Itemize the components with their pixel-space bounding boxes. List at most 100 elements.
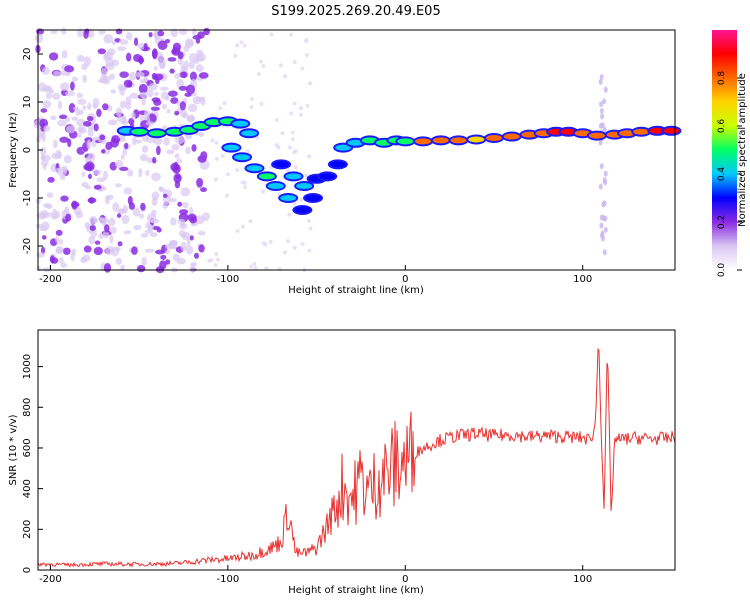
spectrogram-noise-cell	[114, 183, 122, 188]
spectrogram-noise-cell	[38, 133, 45, 139]
spectrogram-noise-cell	[86, 116, 94, 122]
spectrogram-noise-cell	[131, 136, 137, 146]
spectrogram-ridge-core	[232, 120, 249, 127]
spectrogram-noise-cell	[129, 92, 139, 99]
x-tick-label: 0	[402, 274, 408, 285]
spectrogram-noise-cell	[598, 183, 603, 190]
spectrogram-noise-cell	[87, 127, 94, 137]
spectrogram-noise-cell	[599, 101, 604, 108]
spectrogram-noise-cell	[35, 223, 43, 229]
spectrogram-noise-cell	[151, 48, 158, 59]
spectrogram-noise-cell	[178, 28, 188, 36]
spectrogram-noise-cell	[102, 170, 108, 181]
spectrogram-noise-cell	[225, 172, 230, 177]
colorbar-tick-label: 0.8	[717, 71, 727, 86]
spectrogram-noise-cell	[157, 40, 168, 51]
spectrogram-noise-cell	[87, 102, 92, 110]
spectrogram-noise-cell	[148, 32, 153, 38]
spectrogram-noise-cell	[292, 245, 297, 250]
spectrogram-noise-cell	[104, 224, 110, 233]
spectrogram-ridge-core	[319, 173, 336, 180]
spectrogram-noise-cell	[242, 180, 247, 185]
colorbar-ticks: 0.0 0.2 0.4 0.6 0.8	[717, 71, 742, 277]
spectrogram-ridge-core	[361, 137, 378, 144]
spectrogram-noise-cell	[189, 263, 196, 274]
spectrogram-noise-cell	[185, 245, 194, 255]
spectrogram-ridge-core	[450, 137, 467, 144]
spectrogram-noise-cell	[602, 249, 607, 256]
spectrogram-noise-cell	[249, 97, 254, 102]
spectrogram-noise-cell	[78, 126, 87, 134]
spectrogram-noise-cell	[172, 42, 182, 52]
spectrogram-noise-cell	[87, 197, 97, 204]
spectrogram-noise-cell	[104, 62, 115, 71]
spectrogram-noise-cell	[274, 118, 279, 123]
spectrogram-noise-cell	[53, 70, 60, 77]
snr-plot-area	[38, 330, 675, 570]
spectrogram-noise-cell	[70, 81, 75, 91]
spectrogram-ridge-core	[560, 128, 577, 135]
spectrogram-noise-cell	[140, 232, 149, 238]
spectrogram-noise-cell	[78, 109, 84, 116]
spectrogram-noise-cell	[292, 59, 297, 64]
spectrogram-noise-cell	[307, 154, 312, 159]
spectrogram-noise-cell	[102, 103, 109, 111]
spectrogram-noise-cell	[603, 179, 608, 186]
spectrogram-noise-cell	[177, 201, 183, 207]
spectrogram-ridge-core	[273, 161, 290, 168]
spectrogram-xlabel: Height of straight line (km)	[288, 285, 424, 296]
spectrogram-noise-cell	[107, 217, 116, 227]
spectrogram-noise-cell	[64, 206, 70, 215]
spectrogram-noise-cell	[125, 96, 132, 105]
spectrogram-noise-cell	[598, 78, 603, 85]
spectrogram-noise-cell	[156, 145, 161, 156]
y-tick-label: 1000	[22, 354, 33, 379]
spectrogram-noise-cell	[147, 224, 153, 232]
spectrogram-noise-cell	[235, 43, 240, 48]
spectrogram-noise-cell	[76, 28, 84, 38]
spectrogram-noise-cell	[124, 142, 129, 150]
spectrogram-noise-cell	[49, 255, 55, 263]
spectrogram-noise-cell	[304, 52, 309, 57]
spectrogram-ridge-core	[305, 195, 322, 201]
spectrogram-noise-cell	[292, 150, 297, 155]
spectrogram-noise-cell	[292, 201, 297, 206]
spectrogram-noise-cell	[288, 145, 293, 150]
spectrogram-noise-cell	[55, 167, 62, 173]
spectrogram-noise-cell	[174, 134, 185, 145]
spectrogram-noise-cell	[300, 242, 305, 247]
spectrogram-noise-cell	[85, 161, 95, 172]
spectrogram-noise-cell	[235, 168, 240, 173]
spectrogram-noise-cell	[82, 74, 87, 84]
spectrogram-noise-cell	[175, 174, 181, 180]
spectrogram-noise-cell	[60, 195, 69, 202]
spectrogram-noise-cell	[198, 131, 205, 138]
spectrogram-noise-cell	[196, 177, 204, 188]
spectrogram-noise-cell	[153, 30, 159, 41]
spectrogram-noise-cell	[195, 64, 204, 73]
spectrogram-ylabel: Frequency (Hz)	[8, 112, 19, 188]
spectrogram-noise-cell	[123, 230, 132, 235]
spectrogram-noise-cell	[58, 114, 68, 120]
spectrogram-noise-cell	[143, 109, 151, 118]
spectrogram-noise-cell	[109, 226, 117, 234]
figure-title: S199.2025.269.20.49.E05	[271, 4, 440, 19]
spectrogram-noise-cell	[156, 227, 162, 233]
colorbar-tick-label: 0.6	[717, 119, 727, 134]
spectrogram-noise-cell	[71, 116, 79, 121]
spectrogram-noise-cell	[308, 226, 313, 231]
spectrogram-ridge-core	[246, 165, 263, 172]
spectrogram-ridge-core	[294, 207, 311, 213]
spectrogram-noise-cell	[218, 105, 223, 110]
spectrogram-noise-cell	[133, 37, 139, 46]
spectrogram-noise-cell	[115, 107, 122, 117]
spectrogram-noise-cell	[93, 246, 103, 256]
spectrogram-noise-cell	[189, 71, 198, 81]
spectrogram-noise-cell	[159, 260, 167, 270]
spectrogram-noise-cell	[185, 84, 196, 95]
spectrogram-ridge-core	[258, 173, 275, 180]
spectrogram-noise-cell	[104, 51, 114, 61]
spectrogram-noise-cell	[304, 173, 309, 178]
spectrogram-ridge-core	[296, 183, 313, 189]
spectrogram-noise-cell	[83, 120, 92, 127]
